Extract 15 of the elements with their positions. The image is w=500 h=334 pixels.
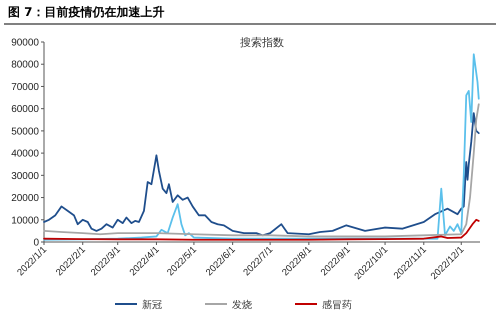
y-tick-label: 30000 <box>11 170 40 182</box>
y-tick-label: 70000 <box>11 82 40 93</box>
y-tick-label: 10000 <box>11 215 40 226</box>
chart-subtitle: 搜索指数 <box>240 36 284 49</box>
y-tick-label: 50000 <box>11 126 40 138</box>
chart-title: 图 7：目前疫情仍在加速上升 <box>8 5 165 19</box>
y-tick-label: 20000 <box>11 193 40 204</box>
y-tick-label: 0 <box>33 238 40 248</box>
y-tick-label: 90000 <box>11 38 40 48</box>
y-tick-label: 60000 <box>11 104 40 116</box>
legend-label: 发烧 <box>232 299 252 311</box>
y-tick-label: 40000 <box>11 148 40 160</box>
y-tick-label: 80000 <box>11 60 40 71</box>
legend-label: 新冠 <box>142 299 162 311</box>
legend-label: 感冒药 <box>322 299 352 311</box>
